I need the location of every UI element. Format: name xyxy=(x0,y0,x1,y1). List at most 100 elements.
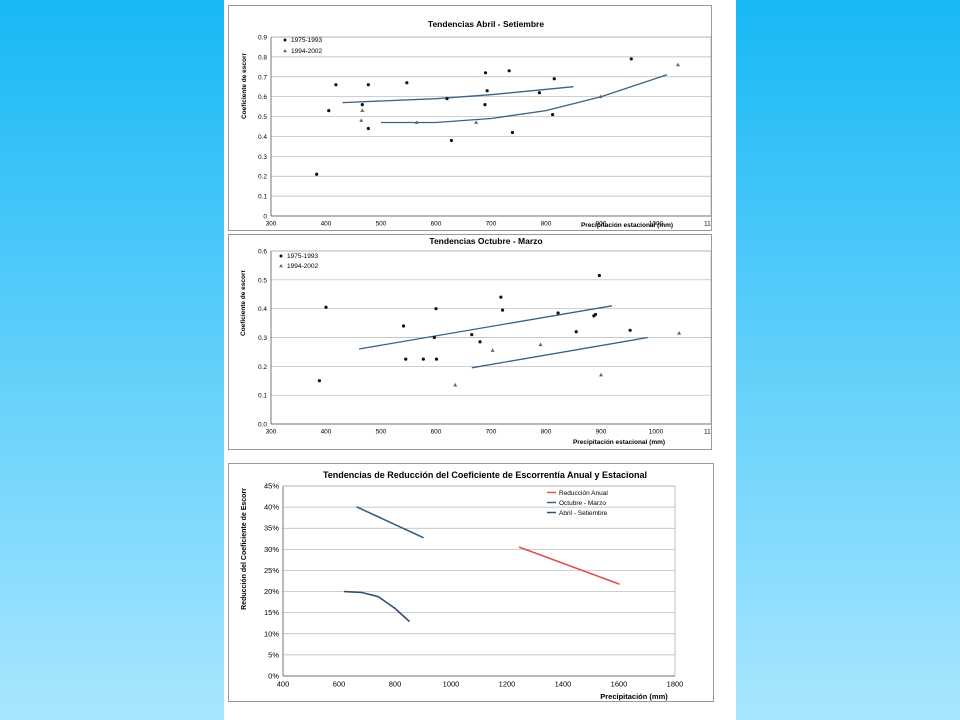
y-axis-label: Coeficiente de escorr xyxy=(241,52,248,119)
chart-octubre-marzo: 0.0 0.1 0.2 0.3 0.4 0.5 0.6 300 400 500 600 700 800 9… xyxy=(228,234,712,450)
x-tick-label: 800 xyxy=(389,680,402,689)
trend-line xyxy=(342,86,574,104)
data-point xyxy=(538,342,543,347)
chart-reduccion-svg: 0% 5% 10% 15% 20% 25% 30% 35% 40% 45% 400 600 800 100… xyxy=(241,470,683,701)
y-tick-label: 0.3 xyxy=(258,335,267,342)
legend-label: Abril - Setiembre xyxy=(559,510,608,517)
y-tick-label: 15% xyxy=(264,608,279,617)
series-line xyxy=(343,590,410,622)
y-axis-label: Coeficiente de escorr xyxy=(240,269,247,336)
x-tick-label: 1600 xyxy=(611,680,628,689)
data-point xyxy=(414,120,419,124)
legend-label: Octubre - Marzo xyxy=(559,500,606,507)
y-tick-label: 0.0 xyxy=(258,422,267,429)
y-tick-label: 0.5 xyxy=(258,114,267,121)
data-point xyxy=(551,112,555,117)
y-tick-label: 0 xyxy=(263,214,267,221)
data-point xyxy=(366,126,370,131)
legend-label: 1994-2002 xyxy=(291,48,322,55)
data-point xyxy=(499,295,503,299)
legend-marker xyxy=(283,49,287,53)
y-tick-label: 0.1 xyxy=(258,393,267,400)
x-tick-label: 300 xyxy=(266,429,277,436)
chart-abril-setiembre-svg: 0 0.1 0.2 0.3 0.4 0.5 0.6 0.7 0.8 0.9 300 400 500 600… xyxy=(241,19,711,229)
x-tick-label: 600 xyxy=(431,429,442,436)
data-point xyxy=(677,330,682,335)
data-point xyxy=(593,312,598,317)
data-point xyxy=(597,273,601,278)
x-tick-label: 800 xyxy=(541,429,552,436)
data-point xyxy=(507,69,511,73)
x-tick-label: 900 xyxy=(596,429,607,436)
data-point xyxy=(432,335,436,340)
x-tick-label: 700 xyxy=(486,221,497,228)
y-tick-label: 0.4 xyxy=(258,306,267,313)
y-tick-label: 40% xyxy=(264,503,279,512)
chart-abril-setiembre: 0 0.1 0.2 0.3 0.4 0.5 0.6 0.7 0.8 0.9 300 400 500 600… xyxy=(228,5,712,231)
chart-title: Tendencias Octubre - Marzo xyxy=(429,236,542,246)
legend-label: 1975-1993 xyxy=(287,253,318,260)
data-point xyxy=(360,103,364,107)
y-tick-label: 20% xyxy=(264,587,279,596)
x-tick-label: 400 xyxy=(321,429,332,436)
data-point xyxy=(317,379,321,383)
chart-title: Tendencias Abril - Setiembre xyxy=(428,19,544,29)
data-point xyxy=(537,91,541,95)
data-point xyxy=(628,328,632,332)
x-tick-label: 1000 xyxy=(649,429,664,436)
y-tick-label: 0.2 xyxy=(258,174,267,181)
data-point xyxy=(500,308,505,312)
x-axis-label: Precipitación (mm) xyxy=(600,692,668,701)
y-axis-label: Reducción del Coeficiente de Escorr xyxy=(241,488,248,610)
y-tick-label: 35% xyxy=(264,524,279,533)
x-axis-label: Precipitación estacional (mm) xyxy=(573,439,665,446)
x-tick-label: 1200 xyxy=(499,680,516,689)
y-tick-label: 0.4 xyxy=(258,134,267,141)
x-tick-label: 1000 xyxy=(649,221,664,228)
data-point xyxy=(676,62,680,67)
y-tick-label: 0.1 xyxy=(258,194,267,201)
x-tick-label: 300 xyxy=(266,221,277,228)
y-tick-label: 0.2 xyxy=(258,364,267,371)
y-tick-label: 0.5 xyxy=(258,277,267,284)
y-tick-label: 0.6 xyxy=(258,94,267,101)
y-tick-label: 0% xyxy=(268,672,279,681)
trend-line xyxy=(358,305,613,350)
data-point xyxy=(556,311,560,315)
data-point xyxy=(490,348,495,352)
data-point xyxy=(434,357,439,361)
legend-label: 1975-1993 xyxy=(291,37,322,44)
data-point xyxy=(434,307,438,311)
data-point xyxy=(599,372,603,377)
y-tick-label: 25% xyxy=(264,566,279,575)
x-tick-label: 400 xyxy=(277,680,290,689)
legend-label: 1994-2002 xyxy=(287,263,318,270)
legend-label: Reducción Anual xyxy=(559,490,608,497)
data-point xyxy=(421,357,425,361)
chart-title: Tendencias de Reducción del Coeficiente … xyxy=(323,470,647,480)
data-point xyxy=(359,118,364,122)
data-point xyxy=(478,340,482,344)
legend-marker xyxy=(283,38,287,42)
x-tick-label: 700 xyxy=(486,429,497,436)
data-point xyxy=(449,138,453,143)
x-tick-label: 1400 xyxy=(555,680,572,689)
data-point xyxy=(483,103,487,107)
series-line xyxy=(518,546,620,585)
chart-reduccion: 0% 5% 10% 15% 20% 25% 30% 35% 40% 45% 400 600 800 100… xyxy=(228,463,714,702)
data-point xyxy=(453,382,458,387)
data-point xyxy=(474,120,479,124)
data-point xyxy=(401,324,406,328)
data-point xyxy=(366,83,370,87)
x-tick-label: 1100 xyxy=(704,221,711,228)
data-point xyxy=(327,108,331,113)
x-tick-label: 1000 xyxy=(443,680,460,689)
data-point xyxy=(470,333,474,337)
data-point xyxy=(552,77,556,81)
y-tick-label: 5% xyxy=(268,650,279,659)
x-tick-label: 400 xyxy=(321,221,332,228)
x-tick-label: 600 xyxy=(333,680,346,689)
x-axis-label: Precipitación estacional (mm) xyxy=(581,222,673,229)
y-tick-label: 30% xyxy=(264,545,279,554)
y-tick-label: 0.8 xyxy=(258,54,267,61)
